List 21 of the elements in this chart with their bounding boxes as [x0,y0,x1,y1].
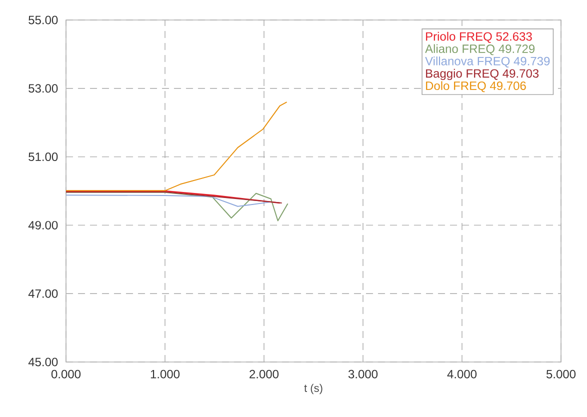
line-series [66,192,288,222]
text: Dolo FREQ 49.706 [426,81,526,92]
x-tick-label: 5.000 [546,370,576,378]
y-tick-label: 51.00 [28,152,58,162]
x-tick-label: 1.000 [150,370,180,378]
text: Baggio FREQ 49.703 [426,68,539,80]
x-tick-label: 3.000 [348,370,378,378]
x-tick-label: 0.000 [51,370,81,378]
x-axis-title: t (s) [304,384,322,394]
x-tick-label: 2.000 [250,370,279,378]
line-series [66,194,272,207]
y-tick-label: 45.00 [28,358,58,366]
text: Priolo FREQ 52.633 [426,32,532,43]
x-tick-label: 4.000 [447,370,477,378]
text: Aliano FREQ 49.729 [425,44,535,56]
y-tick-label: 53.00 [28,84,58,93]
y-tick-label: 47.00 [28,289,58,298]
text: Villanova FREQ 49.739 [425,56,550,68]
line-series [66,102,288,192]
y-tick-label: 49.00 [28,220,58,230]
y-tick-label: 55.00 [28,16,58,24]
